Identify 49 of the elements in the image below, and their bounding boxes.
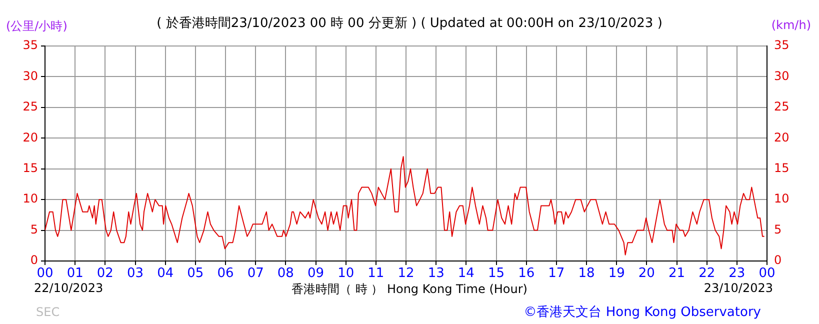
x-axis-title: 香港時間（ 時 ） Hong Kong Time (Hour) [292, 282, 528, 296]
y-tick-label: 10 [22, 192, 38, 206]
y2-tick-label: 10 [774, 192, 790, 206]
x-tick-label: 23 [728, 266, 746, 282]
x-tick-label: 12 [398, 266, 414, 282]
x-tick-label: 04 [157, 266, 174, 282]
y-axis-title: (公里/小時) [6, 18, 68, 35]
x-tick-label: 01 [66, 266, 84, 282]
x-tick-label: 05 [187, 266, 204, 282]
y-tick-label: 35 [22, 38, 38, 52]
x-tick-label: 15 [488, 266, 505, 282]
x-tick-label: 11 [368, 266, 384, 282]
x-tick-label: 10 [338, 266, 354, 282]
y2-tick-label: 15 [774, 160, 790, 175]
x-tick-label: 02 [96, 266, 114, 282]
y2-tick-label: 0 [774, 253, 782, 268]
x-tick-label: 16 [518, 266, 535, 282]
y-tick-label: 15 [22, 160, 38, 175]
text: SEC [36, 305, 60, 319]
y2-axis-title: (km/h) [771, 18, 811, 32]
y2-tick-label: 20 [774, 130, 790, 144]
y-tick-label: 30 [22, 68, 38, 83]
y-tick-label: 25 [22, 100, 38, 114]
text: 23/10/2023 [704, 281, 773, 295]
x-tick-label: 08 [277, 266, 294, 282]
x-tick-label: 13 [428, 266, 444, 282]
x-tick-label: 07 [247, 266, 264, 282]
chart-title: ( 於香港時間23/10/2023 00 時 00 分更新 ) ( Updated at 00:00H on 23/10/2023 ) [156, 16, 662, 31]
x-tick-label: 03 [126, 266, 144, 282]
text: 22/10/2023 [34, 281, 104, 295]
y2-tick-label: 5 [774, 222, 782, 236]
x-tick-label: 17 [548, 266, 565, 282]
y-tick-label: 5 [30, 222, 38, 236]
x-tick-label: 09 [307, 266, 324, 282]
y2-tick-label: 30 [774, 68, 790, 83]
x-tick-label: 21 [668, 266, 686, 282]
x-tick-label: 14 [458, 266, 474, 282]
x-tick-label: 19 [608, 266, 625, 282]
y-tick-label: 0 [30, 253, 38, 268]
x-tick-label: 06 [217, 266, 234, 282]
x-tick-label: 22 [698, 266, 716, 282]
y-tick-label: 20 [22, 130, 38, 144]
y2-tick-label: 25 [774, 100, 790, 114]
text: ©香港天文台 Hong Kong Observatory [524, 304, 761, 321]
y2-tick-label: 35 [774, 38, 790, 52]
x-tick-label: 00 [758, 266, 776, 282]
x-tick-label: 00 [36, 266, 54, 282]
x-tick-label: 20 [638, 266, 655, 282]
x-tick-label: 18 [578, 266, 595, 282]
